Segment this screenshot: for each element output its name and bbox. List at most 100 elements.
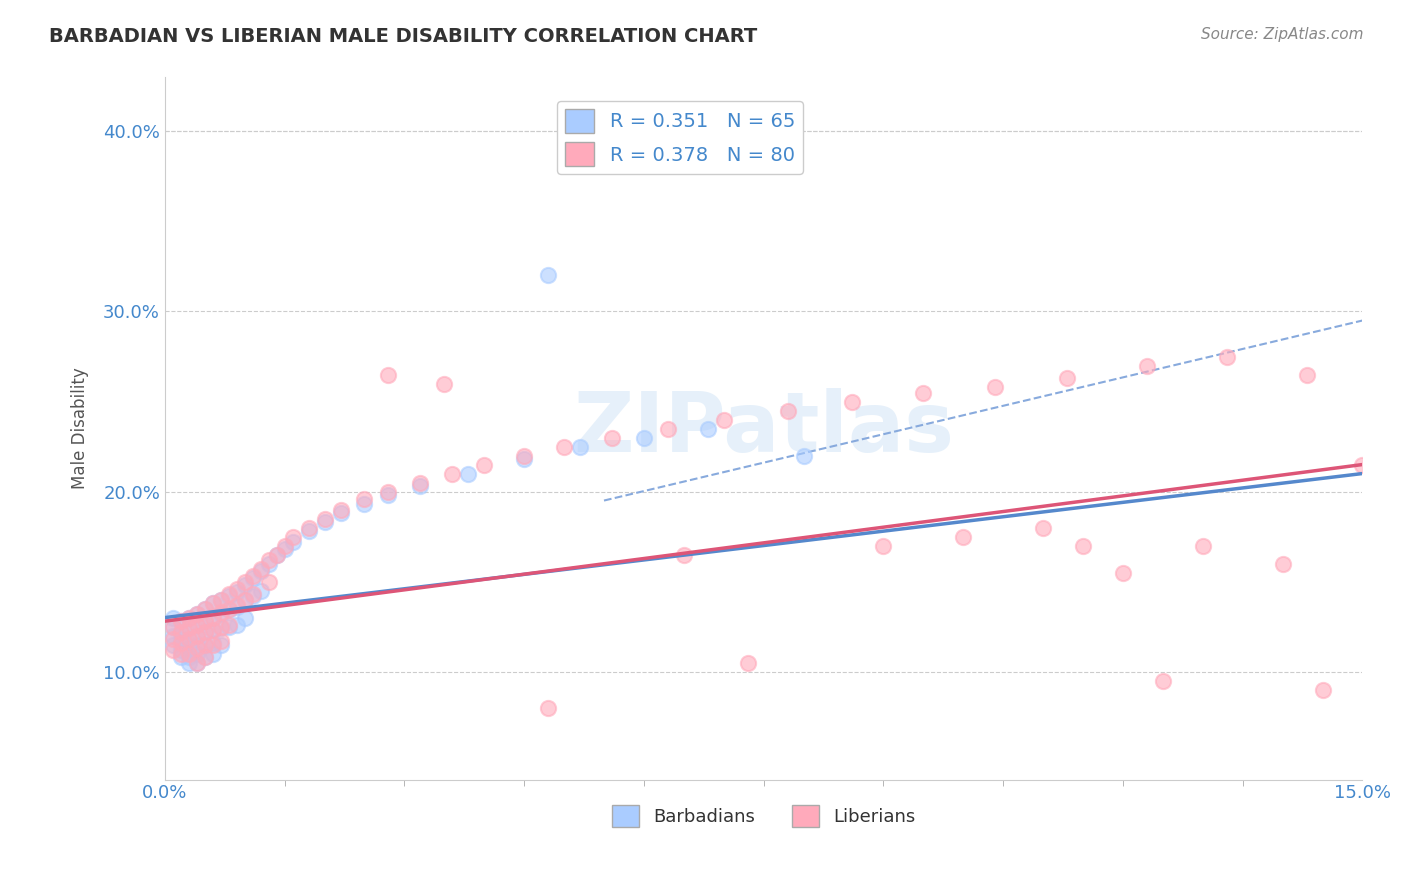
Point <box>233 610 256 624</box>
Point <box>186 629 208 643</box>
Point <box>952 530 974 544</box>
Text: ZIPatlas: ZIPatlas <box>574 388 955 469</box>
Point <box>513 452 536 467</box>
Point <box>201 638 224 652</box>
Point <box>841 394 863 409</box>
Point <box>1351 458 1374 472</box>
Point <box>912 385 935 400</box>
Point <box>194 601 217 615</box>
Point <box>162 610 184 624</box>
Point <box>201 623 224 637</box>
Point <box>177 650 200 665</box>
Point <box>409 479 432 493</box>
Point <box>201 636 224 650</box>
Point <box>170 650 193 665</box>
Point <box>177 632 200 647</box>
Point <box>266 548 288 562</box>
Point <box>257 557 280 571</box>
Point <box>194 624 217 639</box>
Point <box>218 587 240 601</box>
Legend: Barbadians, Liberians: Barbadians, Liberians <box>605 797 922 834</box>
Point <box>170 636 193 650</box>
Point <box>194 614 217 628</box>
Point <box>209 605 232 619</box>
Point <box>177 619 200 633</box>
Point <box>1071 539 1094 553</box>
Point <box>186 656 208 670</box>
Point <box>194 650 217 665</box>
Point <box>170 614 193 628</box>
Point <box>186 629 208 643</box>
Point <box>872 539 894 553</box>
Point <box>472 458 495 472</box>
Point <box>201 647 224 661</box>
Point <box>186 607 208 621</box>
Point <box>186 607 208 621</box>
Point <box>194 601 217 615</box>
Point <box>713 412 735 426</box>
Point <box>218 619 240 633</box>
Point <box>1152 673 1174 688</box>
Point <box>225 599 247 614</box>
Point <box>377 484 399 499</box>
Point <box>170 614 193 628</box>
Point <box>162 632 184 647</box>
Point <box>314 515 336 529</box>
Point <box>1056 371 1078 385</box>
Point <box>170 624 193 639</box>
Point <box>225 598 247 612</box>
Point <box>233 592 256 607</box>
Point <box>201 596 224 610</box>
Point <box>1271 557 1294 571</box>
Point <box>273 542 295 557</box>
Point <box>242 589 264 603</box>
Point <box>186 647 208 661</box>
Point <box>377 368 399 382</box>
Point <box>242 571 264 585</box>
Point <box>657 421 679 435</box>
Point <box>177 632 200 647</box>
Point <box>218 617 240 632</box>
Point <box>233 578 256 592</box>
Point <box>281 530 304 544</box>
Point <box>537 268 560 283</box>
Point <box>162 619 184 633</box>
Point <box>569 440 592 454</box>
Point <box>409 475 432 490</box>
Point <box>737 656 759 670</box>
Point <box>177 641 200 656</box>
Point <box>297 520 319 534</box>
Point <box>242 569 264 583</box>
Point <box>353 491 375 506</box>
Point <box>1216 350 1239 364</box>
Point <box>194 614 217 628</box>
Point <box>233 574 256 589</box>
Point <box>218 589 240 603</box>
Point <box>209 619 232 633</box>
Point <box>170 647 193 661</box>
Point <box>201 610 224 624</box>
Point <box>209 607 232 621</box>
Point <box>281 535 304 549</box>
Point <box>1191 539 1213 553</box>
Point <box>249 564 271 578</box>
Point <box>793 449 815 463</box>
Point <box>209 592 232 607</box>
Point <box>225 582 247 596</box>
Point <box>441 467 464 481</box>
Point <box>1295 368 1317 382</box>
Point <box>162 629 184 643</box>
Point <box>162 638 184 652</box>
Point <box>177 610 200 624</box>
Text: Source: ZipAtlas.com: Source: ZipAtlas.com <box>1201 27 1364 42</box>
Point <box>201 623 224 637</box>
Point <box>1112 566 1135 580</box>
Text: BARBADIAN VS LIBERIAN MALE DISABILITY CORRELATION CHART: BARBADIAN VS LIBERIAN MALE DISABILITY CO… <box>49 27 758 45</box>
Point <box>170 624 193 639</box>
Point <box>186 656 208 670</box>
Point <box>266 548 288 562</box>
Point <box>537 700 560 714</box>
Point <box>257 574 280 589</box>
Point <box>242 587 264 601</box>
Point <box>377 488 399 502</box>
